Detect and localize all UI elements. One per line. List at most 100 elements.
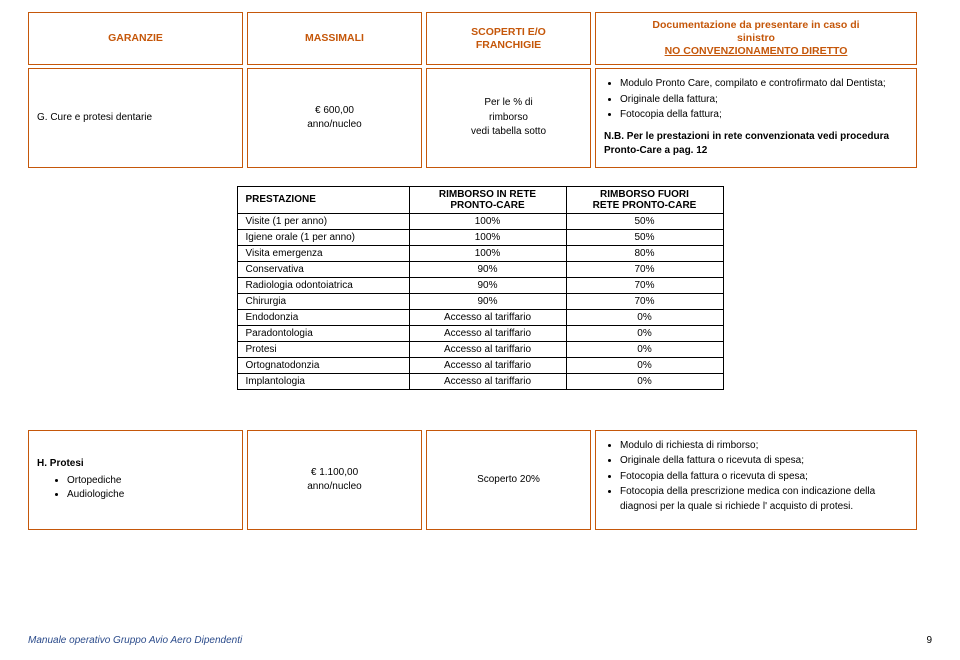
th-rimborso-rete: RIMBORSO IN RETE PRONTO-CARE [409,186,566,213]
table-row: ParadontologiaAccesso al tariffario0% [237,325,723,341]
td-fuori: 70% [566,277,723,293]
hdr-massimali: MASSIMALI [247,12,422,65]
page-footer: Manuale operativo Gruppo Avio Aero Dipen… [28,635,932,646]
td-rete: Accesso al tariffario [409,341,566,357]
list-item: Fotocopia della fattura o ricevuta di sp… [620,470,908,485]
hdr-scoperti: SCOPERTI E/O FRANCHIGIE [426,12,591,65]
th-prestazione: PRESTAZIONE [237,186,409,213]
cell-g-garanzie: G. Cure e protesi dentarie [28,68,243,168]
table-row: EndodonziaAccesso al tariffario0% [237,309,723,325]
bullet-list: Modulo Pronto Care, compilato e controfi… [604,77,908,124]
td-prestazione: Conservativa [237,261,409,277]
table-header-row: GARANZIE MASSIMALI SCOPERTI E/O FRANCHIG… [28,12,932,65]
td-rete: 100% [409,245,566,261]
prestazione-table: PRESTAZIONE RIMBORSO IN RETE PRONTO-CARE… [237,186,724,390]
hdr-garanzie: GARANZIE [28,12,243,65]
table-row: Conservativa90%70% [237,261,723,277]
list-item: Modulo Pronto Care, compilato e controfi… [620,77,908,92]
td-prestazione: Visita emergenza [237,245,409,261]
hdr-documentazione: Documentazione da presentare in caso di … [595,12,917,65]
row-h: H. Protesi Ortopediche Audiologiche € 1.… [28,430,932,531]
table-row: ProtesiAccesso al tariffario0% [237,341,723,357]
td-rete: 90% [409,293,566,309]
th-rimborso-fuori: RIMBORSO FUORI RETE PRONTO-CARE [566,186,723,213]
list-item: Fotocopia della fattura; [620,108,908,123]
cell-h-doc: Modulo di richiesta di rimborso; Origina… [595,430,917,531]
footer-text: Manuale operativo Gruppo Avio Aero Dipen… [28,635,242,646]
td-fuori: 50% [566,213,723,229]
cell-text: Per le % di [484,96,532,111]
cell-text: rimborso [489,111,528,126]
list-item: Originale della fattura o ricevuta di sp… [620,454,908,469]
td-fuori: 50% [566,229,723,245]
cell-h-scoperti: Scoperto 20% [426,430,591,531]
list-item: Audiologiche [67,488,234,503]
hdr-text: SCOPERTI E/O [471,26,546,39]
cell-g-massimali: € 600,00 anno/nucleo [247,68,422,168]
cell-h-massimali: € 1.100,00 anno/nucleo [247,430,422,531]
cell-text: vedi tabella sotto [471,125,546,140]
td-fuori: 70% [566,293,723,309]
td-rete: Accesso al tariffario [409,309,566,325]
hdr-text: Documentazione da presentare in caso di [652,19,859,32]
th-text: RIMBORSO FUORI [600,189,689,200]
cell-text: Scoperto 20% [477,473,540,488]
hdr-text: MASSIMALI [305,32,364,45]
table-row: OrtognatodonziaAccesso al tariffario0% [237,357,723,373]
table-row: Igiene orale (1 per anno)100%50% [237,229,723,245]
table-row: Chirurgia90%70% [237,293,723,309]
td-prestazione: Ortognatodonzia [237,357,409,373]
table-row: Visita emergenza100%80% [237,245,723,261]
cell-text: G. Cure e protesi dentarie [37,111,234,126]
cell-text: anno/nucleo [307,118,362,133]
table-row: ImplantologiaAccesso al tariffario0% [237,373,723,389]
th-text: RIMBORSO IN RETE [439,189,536,200]
td-fuori: 80% [566,245,723,261]
td-rete: Accesso al tariffario [409,357,566,373]
bullet-list: Modulo di richiesta di rimborso; Origina… [604,439,908,516]
page-number: 9 [926,635,932,646]
sub-list: Ortopediche Audiologiche [37,474,234,503]
hdr-text: FRANCHIGIE [476,39,541,52]
td-prestazione: Protesi [237,341,409,357]
list-item: Modulo di richiesta di rimborso; [620,439,908,454]
td-prestazione: Radiologia odontoiatrica [237,277,409,293]
td-rete: 100% [409,213,566,229]
td-prestazione: Paradontologia [237,325,409,341]
hdr-text: NO CONVENZIONAMENTO DIRETTO [665,45,848,58]
cell-g-doc: Modulo Pronto Care, compilato e controfi… [595,68,917,168]
td-rete: 100% [409,229,566,245]
td-fuori: 0% [566,309,723,325]
td-prestazione: Igiene orale (1 per anno) [237,229,409,245]
list-item: Originale della fattura; [620,93,908,108]
list-item: Fotocopia della prescrizione medica con … [620,485,908,514]
note-text: N.B. Per le prestazioni in rete convenzi… [604,130,908,159]
td-fuori: 0% [566,341,723,357]
list-item: Ortopediche [67,474,234,489]
td-fuori: 70% [566,261,723,277]
td-rete: Accesso al tariffario [409,325,566,341]
hdr-text: sinistro [737,32,775,45]
cell-text: € 1.100,00 [311,466,358,481]
table-row: Visite (1 per anno)100%50% [237,213,723,229]
cell-g-scoperti: Per le % di rimborso vedi tabella sotto [426,68,591,168]
td-rete: 90% [409,261,566,277]
cell-text: anno/nucleo [307,480,362,495]
table-row: Radiologia odontoiatrica90%70% [237,277,723,293]
th-text: PRONTO-CARE [450,200,524,211]
td-rete: Accesso al tariffario [409,373,566,389]
cell-text: € 600,00 [315,104,354,119]
td-prestazione: Endodonzia [237,309,409,325]
th-text: RETE PRONTO-CARE [593,200,697,211]
td-fuori: 0% [566,373,723,389]
cell-h-garanzie: H. Protesi Ortopediche Audiologiche [28,430,243,531]
cell-lead: H. Protesi [37,458,84,469]
td-rete: 90% [409,277,566,293]
td-fuori: 0% [566,325,723,341]
td-fuori: 0% [566,357,723,373]
row-g: G. Cure e protesi dentarie € 600,00 anno… [28,68,932,168]
hdr-text: GARANZIE [108,32,163,45]
td-prestazione: Implantologia [237,373,409,389]
td-prestazione: Chirurgia [237,293,409,309]
td-prestazione: Visite (1 per anno) [237,213,409,229]
